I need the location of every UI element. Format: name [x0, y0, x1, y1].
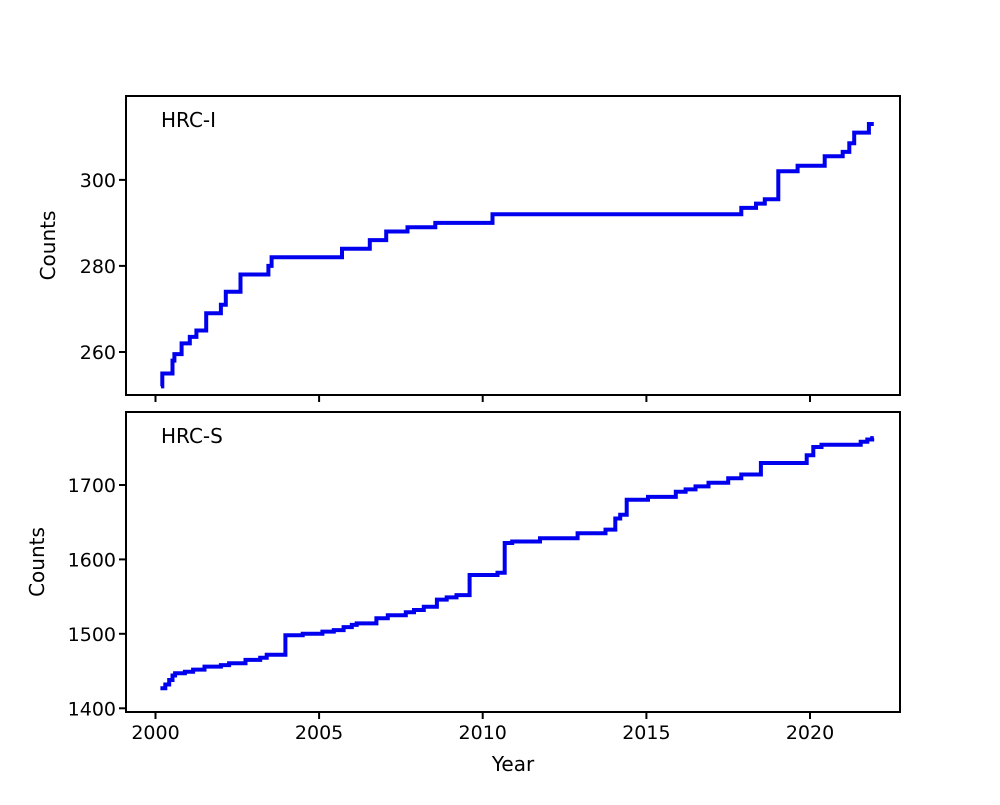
series-line-hrc-s	[160, 436, 875, 691]
x-tick-label-2000: 2000	[131, 722, 179, 744]
panel-bottom: 2000 2005 2010 2015 2020 1400 1500 1600 1700 HRC-…	[25, 411, 901, 776]
y-tick-label-300: 300	[80, 170, 116, 192]
panel-label-hrc-s: HRC-S	[161, 424, 223, 448]
x-tick-label-2015: 2015	[622, 722, 670, 744]
axes-frame	[125, 411, 901, 713]
series-line-hrc-i	[160, 122, 874, 389]
x-tick-label-2020: 2020	[786, 722, 834, 744]
panel-label-hrc-i: HRC-I	[161, 108, 216, 132]
y-tick-label-1400: 1400	[68, 698, 116, 720]
y-tick-label-1500: 1500	[68, 624, 116, 646]
y-tick-label-1700: 1700	[68, 475, 116, 497]
y-tick-label-260: 260	[80, 342, 116, 364]
x-tick-label-2005: 2005	[295, 722, 343, 744]
x-axis-label: Year	[491, 752, 535, 776]
y-tick-label-1600: 1600	[68, 549, 116, 571]
x-tick-label-2010: 2010	[459, 722, 507, 744]
panel-top: 260 280 300 HRC-I Counts	[36, 95, 901, 402]
y-axis-label-top: Counts	[36, 211, 60, 281]
y-tick-label-280: 280	[80, 256, 116, 278]
axes-frame	[125, 95, 901, 396]
y-axis-label-bottom: Counts	[25, 527, 49, 597]
